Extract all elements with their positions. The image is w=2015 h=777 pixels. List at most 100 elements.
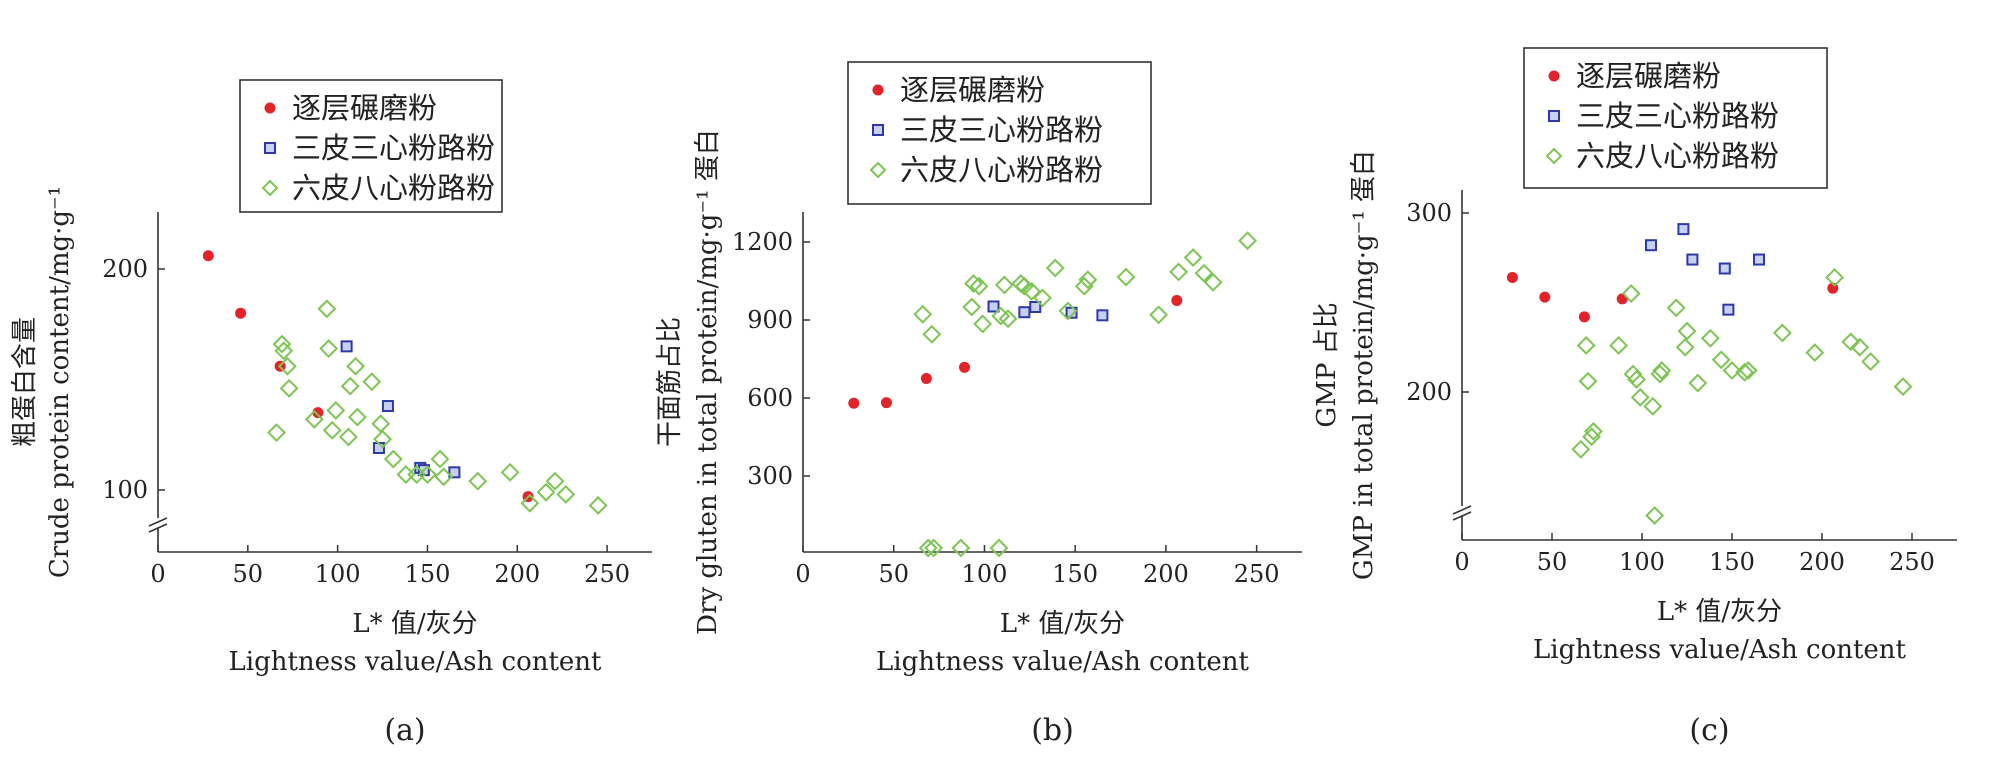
x-tick-label: 250 — [1889, 548, 1935, 576]
data-point — [339, 427, 358, 447]
axis-break-mark — [1452, 511, 1472, 521]
data-point — [1014, 276, 1034, 296]
x-tick-label: 150 — [405, 560, 451, 588]
data-point — [396, 465, 416, 484]
data-point — [1578, 371, 1598, 391]
data-point — [1718, 262, 1731, 275]
y-axis-title: GMP 占比 — [1312, 302, 1342, 427]
axis-break-mark — [1452, 505, 1472, 515]
data-point — [1861, 352, 1881, 371]
data-point — [448, 466, 461, 479]
x-tick-label: 50 — [878, 560, 909, 588]
data-point — [520, 493, 540, 513]
legend-marker — [264, 142, 276, 154]
series-0 — [1506, 271, 1839, 323]
data-point — [1645, 506, 1665, 525]
x-tick-label: 150 — [1052, 560, 1098, 588]
data-point — [319, 339, 339, 358]
data-point — [1686, 253, 1699, 266]
series-0 — [848, 295, 1183, 409]
x-tick-label: 250 — [584, 560, 630, 588]
data-point — [1058, 301, 1078, 321]
data-point — [1630, 387, 1650, 407]
x-axis-subtitle: Lightness value/Ash content — [1533, 635, 1907, 665]
data-point — [1609, 336, 1629, 355]
y-tick-label: 200 — [1406, 378, 1452, 406]
data-point — [1029, 301, 1042, 313]
data-point — [1238, 231, 1257, 251]
chart-panel-c: 0 50 100 150 200 250 200 300 L* 值/灰分 Lightness va… — [1312, 47, 1957, 748]
panel-caption: (c) — [1689, 713, 1729, 748]
data-point — [418, 465, 437, 484]
x-tick-label: 200 — [1799, 548, 1845, 576]
data-point — [1171, 295, 1183, 306]
data-point — [989, 538, 1009, 558]
data-point — [340, 376, 360, 396]
axis-break-mark — [148, 523, 168, 533]
x-tick-label: 100 — [1619, 548, 1665, 576]
data-point — [1033, 288, 1052, 308]
data-point — [1169, 262, 1189, 282]
data-point — [235, 307, 247, 319]
data-point — [920, 373, 932, 384]
legend-label: 六皮八心粉路粉 — [900, 153, 1103, 187]
series-2 — [1571, 268, 1913, 525]
x-tick-label: 0 — [1454, 548, 1469, 576]
data-point — [1571, 439, 1591, 459]
chart-panel-b: 0 50 100 150 200 250 300 600 900 1200 L* 值/灰分 Light… — [655, 61, 1302, 748]
data-point — [1022, 281, 1042, 301]
legend-label: 逐层碾磨粉 — [292, 91, 437, 125]
data-point — [1506, 271, 1518, 283]
data-point — [924, 538, 944, 558]
data-point — [964, 274, 983, 294]
x-tick-label: 0 — [795, 560, 810, 588]
data-point — [1539, 291, 1551, 303]
data-point — [326, 401, 346, 420]
y-axis-title: 干面筋占比 — [655, 317, 685, 447]
data-point — [1621, 284, 1641, 303]
panel-caption: (a) — [384, 713, 425, 748]
data-point — [1805, 343, 1825, 363]
series-2 — [913, 231, 1257, 558]
legend-marker — [1545, 147, 1563, 165]
data-point — [995, 275, 1014, 295]
data-point — [1688, 373, 1708, 393]
x-tick-label: 50 — [1537, 548, 1568, 576]
data-point — [1183, 248, 1203, 268]
data-point — [1078, 270, 1098, 290]
data-point — [951, 538, 971, 558]
data-point — [1850, 337, 1870, 357]
data-point — [1643, 396, 1663, 416]
data-point — [347, 407, 367, 427]
data-point — [1578, 311, 1590, 323]
data-point — [1772, 323, 1792, 343]
data-point — [1074, 276, 1094, 296]
legend-marker — [1548, 70, 1560, 82]
data-point — [381, 400, 394, 413]
data-point — [304, 409, 324, 429]
legend-label: 三皮三心粉路粉 — [1576, 99, 1779, 133]
data-point — [1576, 336, 1596, 355]
data-point — [1753, 253, 1765, 266]
data-point — [1203, 272, 1223, 292]
data-point — [962, 297, 982, 317]
series-1 — [1645, 223, 1765, 316]
legend-marker — [872, 124, 884, 136]
data-point — [922, 324, 942, 344]
axis-break-gap — [1453, 506, 1471, 516]
data-point — [373, 429, 392, 449]
x-tick-label: 0 — [150, 560, 165, 588]
data-point — [322, 420, 342, 440]
series-1 — [987, 300, 1109, 322]
x-axis-subtitle: Lightness value/Ash content — [228, 647, 602, 677]
data-point — [958, 361, 970, 373]
data-point — [1666, 298, 1686, 318]
y-axis-title: 粗蛋白含量 — [10, 317, 40, 447]
data-point — [848, 397, 860, 409]
legend-label: 三皮三心粉路粉 — [900, 113, 1103, 147]
data-point — [536, 482, 556, 502]
y-tick-label: 300 — [747, 462, 793, 490]
